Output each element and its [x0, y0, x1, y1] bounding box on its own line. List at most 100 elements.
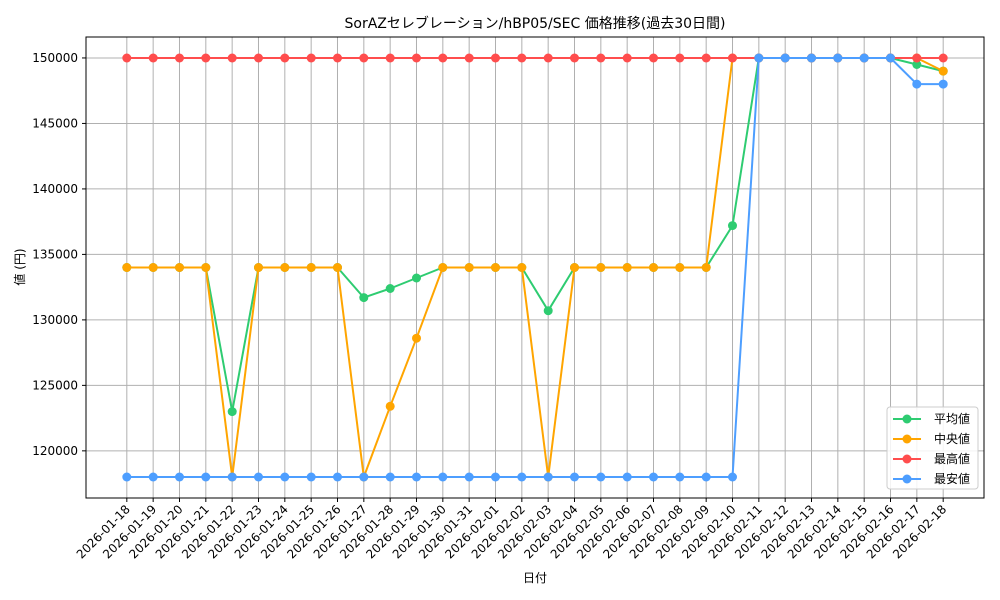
data-point — [596, 263, 606, 272]
data-point — [701, 472, 711, 482]
data-point — [412, 333, 421, 343]
y-axis-ticks: 120000 125000 130000 135000 140000 145000 1500… — [32, 51, 86, 458]
data-point — [701, 53, 711, 63]
data-point — [385, 53, 395, 63]
data-point — [622, 472, 632, 482]
data-point — [570, 53, 579, 63]
data-point — [412, 472, 421, 482]
x-axis-title: 日付 — [523, 571, 547, 585]
data-point — [148, 263, 158, 272]
data-point — [938, 53, 948, 63]
data-point — [543, 53, 553, 63]
data-point — [254, 53, 263, 63]
y-tick-label: 120000 — [32, 444, 78, 458]
data-point — [359, 472, 369, 482]
data-point — [649, 53, 658, 63]
series-line — [126, 57, 944, 478]
data-point — [491, 263, 500, 272]
y-tick-label: 145000 — [32, 116, 78, 130]
data-point — [649, 472, 658, 482]
legend-item: 平均値 — [893, 411, 970, 426]
data-point — [491, 472, 500, 482]
data-point — [675, 263, 685, 272]
data-point — [464, 53, 474, 63]
data-point — [833, 53, 843, 63]
series-line — [126, 57, 944, 413]
data-point — [622, 53, 632, 63]
data-point — [201, 53, 211, 63]
data-point — [306, 472, 316, 482]
data-point — [912, 60, 922, 69]
legend-box — [886, 406, 979, 490]
data-point — [359, 53, 369, 63]
data-point — [280, 472, 290, 482]
data-point — [491, 53, 500, 63]
data-point — [412, 53, 421, 63]
data-point — [306, 263, 316, 272]
y-axis-title: 値 (円) — [12, 248, 27, 285]
legend-item: 最高値 — [893, 451, 970, 466]
data-point — [464, 472, 474, 482]
legend-item: 最安値 — [893, 471, 970, 486]
y-tick-label: 140000 — [32, 182, 78, 196]
data-point — [227, 407, 237, 417]
series-line — [126, 57, 944, 478]
data-point — [701, 263, 711, 272]
data-point — [254, 472, 263, 482]
data-point — [517, 472, 527, 482]
data-point — [385, 401, 395, 411]
chart-title: SorAZセレブレーション/hBP05/SEC 価格推移(過去30日間) — [345, 15, 726, 32]
data-point — [859, 53, 869, 63]
data-point — [412, 273, 421, 283]
data-point — [122, 263, 132, 272]
data-point — [570, 263, 579, 272]
data-point — [227, 472, 237, 482]
legend-item: 中央値 — [893, 431, 970, 446]
data-point — [175, 263, 184, 272]
legend-marker — [902, 474, 912, 484]
data-point — [596, 53, 606, 63]
data-point — [517, 263, 527, 272]
data-point — [175, 53, 184, 63]
data-point — [780, 53, 790, 63]
series-3 — [122, 53, 948, 482]
legend-label: 最高値 — [934, 451, 970, 466]
data-point — [333, 53, 342, 63]
data-point — [438, 472, 448, 482]
data-point — [201, 263, 211, 272]
data-point — [938, 79, 948, 89]
data-point — [622, 263, 632, 272]
data-point — [280, 53, 290, 63]
legend-marker — [902, 434, 912, 444]
data-point — [886, 53, 895, 63]
data-point — [543, 306, 553, 316]
y-tick-label: 130000 — [32, 313, 78, 327]
data-point — [728, 472, 737, 482]
data-point — [148, 472, 158, 482]
data-point — [122, 472, 132, 482]
data-point — [912, 53, 922, 63]
data-point — [227, 53, 237, 63]
data-point — [438, 53, 448, 63]
data-point — [254, 263, 263, 272]
legend-label: 中央値 — [934, 431, 970, 446]
data-point — [385, 472, 395, 482]
data-point — [306, 53, 316, 63]
data-point — [596, 472, 606, 482]
legend-marker — [902, 414, 912, 424]
data-point — [175, 472, 184, 482]
plot-frame — [85, 36, 985, 499]
series-lines — [122, 53, 948, 482]
data-point — [649, 263, 658, 272]
data-point — [912, 79, 922, 89]
data-point — [333, 472, 342, 482]
data-point — [938, 66, 948, 76]
data-point — [280, 263, 290, 272]
data-point — [359, 293, 369, 303]
legend-label: 平均値 — [934, 411, 970, 426]
x-axis-ticks: 2026-01-182026-01-192026-01-202026-01-21… — [74, 498, 949, 561]
y-tick-label: 125000 — [32, 378, 78, 392]
